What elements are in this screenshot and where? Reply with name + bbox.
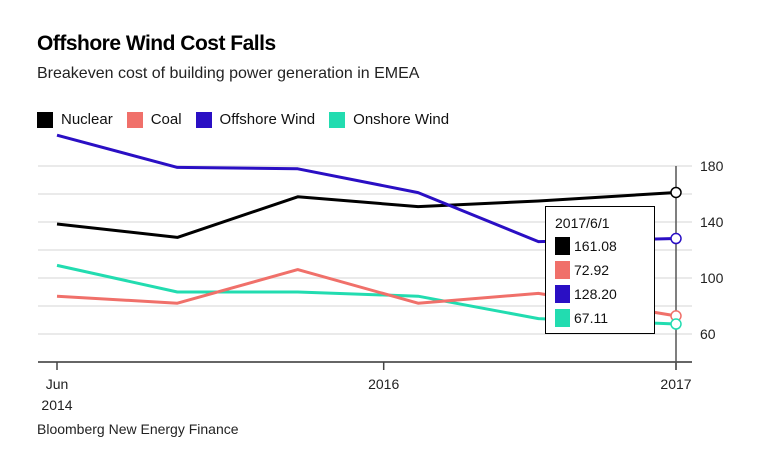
legend-item-nuclear[interactable]: Nuclear — [37, 111, 113, 128]
legend-label: Onshore Wind — [353, 111, 450, 128]
tooltip-row-offshore-wind: 128.20 — [555, 284, 654, 303]
tooltip-value: 128.20 — [574, 285, 617, 302]
tooltip-date: 2017/6/1 — [555, 215, 610, 231]
legend-item-coal[interactable]: Coal — [126, 111, 182, 128]
legend: Nuclear Coal Offshore Wind Onshore Wind — [37, 111, 449, 128]
hover-tooltip: 2017/6/1 161.08 72.92 128.20 67.11 — [545, 206, 655, 334]
tooltip-row-onshore-wind: 67.11 — [555, 308, 654, 327]
legend-item-onshore-wind[interactable]: Onshore Wind — [329, 111, 449, 128]
chart-title: Offshore Wind Cost Falls — [37, 32, 276, 55]
series-line-nuclear — [56, 190, 677, 239]
legend-swatch — [195, 111, 212, 128]
tooltip-value: 161.08 — [574, 237, 617, 254]
legend-swatch — [37, 111, 53, 128]
y-tick-label: 140 — [700, 214, 724, 230]
y-tick-label: 60 — [700, 326, 716, 342]
tooltip-value: 72.92 — [574, 261, 610, 278]
tooltip-value: 67.11 — [574, 309, 608, 326]
tooltip-swatch — [555, 308, 570, 327]
hover-point-offshore-wind — [670, 232, 682, 245]
legend-label: Nuclear — [61, 111, 113, 128]
y-tick-label: 180 — [700, 158, 724, 174]
tooltip-swatch — [555, 236, 570, 255]
x-tick-label: Jun — [46, 376, 69, 392]
hover-point-onshore-wind — [670, 318, 682, 330]
x-tick-label: 2014 — [41, 397, 72, 413]
legend-label: Offshore Wind — [219, 111, 316, 128]
x-tick-label: 2017 — [660, 376, 691, 392]
x-tick-label: 2016 — [368, 376, 399, 392]
hover-point-nuclear — [670, 186, 682, 199]
legend-label: Coal — [150, 111, 182, 128]
tooltip-row-coal: 72.92 — [555, 260, 654, 279]
legend-swatch — [329, 111, 346, 128]
chart-subtitle: Breakeven cost of building power generat… — [37, 65, 420, 82]
tooltip-row-nuclear: 161.08 — [555, 236, 654, 255]
legend-item-offshore-wind[interactable]: Offshore Wind — [195, 111, 316, 128]
source-note: Bloomberg New Energy Finance — [37, 421, 239, 437]
legend-swatch — [126, 111, 143, 128]
tooltip-swatch — [555, 260, 570, 279]
y-tick-label: 100 — [700, 270, 724, 286]
tooltip-swatch — [555, 284, 570, 303]
